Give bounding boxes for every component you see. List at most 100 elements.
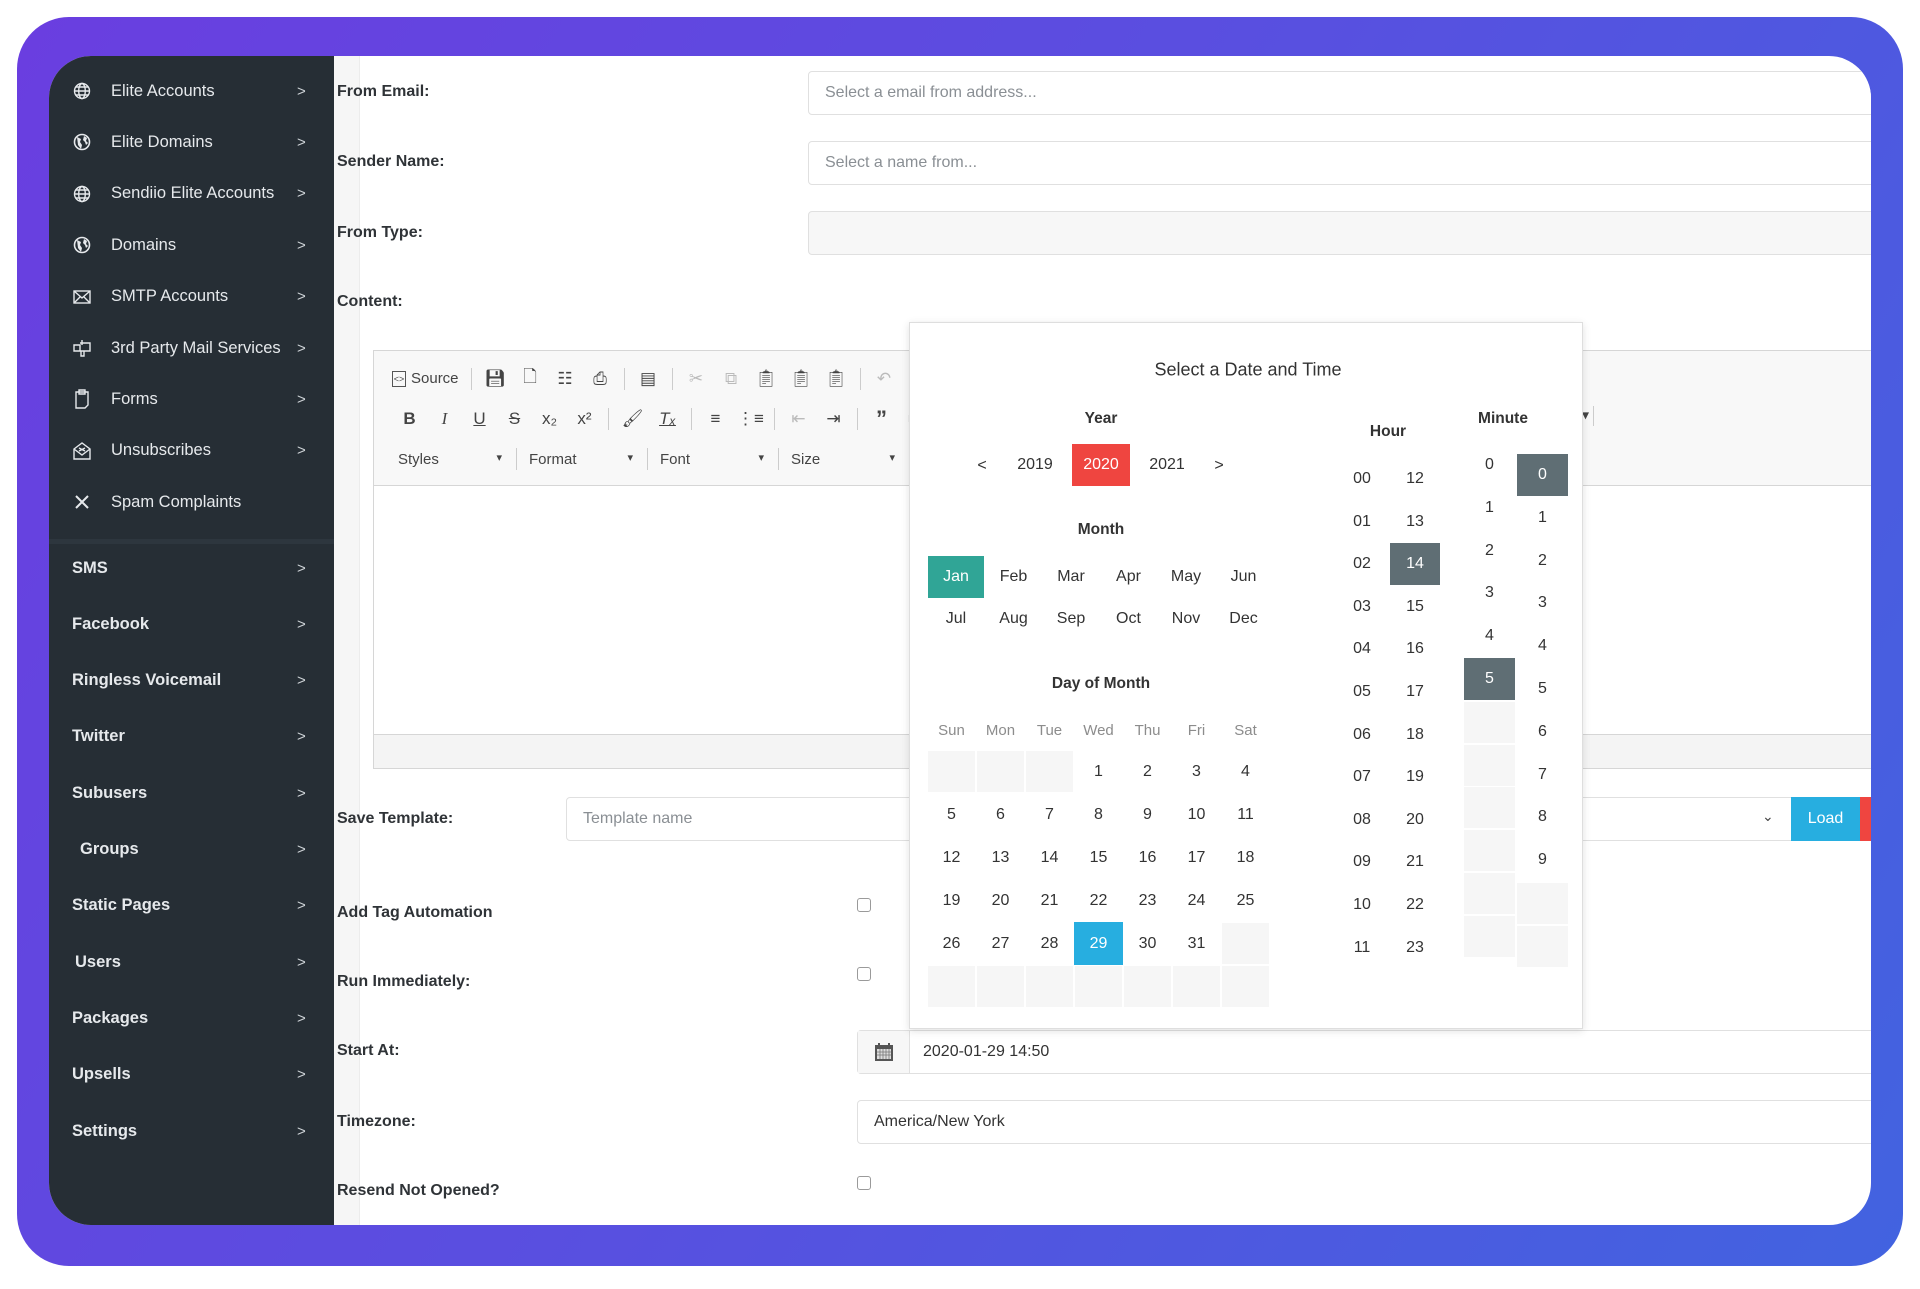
year-option-selected[interactable]: 2020	[1072, 444, 1130, 486]
day-option[interactable]: 3	[1192, 762, 1201, 780]
hour-option[interactable]: 22	[1406, 896, 1424, 913]
sidebar-item-forms[interactable]: Forms >	[49, 376, 334, 422]
sidebar-item-facebook[interactable]: Facebook >	[49, 601, 334, 647]
hour-option[interactable]: 19	[1406, 768, 1424, 786]
day-option[interactable]: 6	[996, 805, 1005, 823]
paste-text-icon[interactable]: 📋︎	[790, 368, 812, 388]
blockquote-icon[interactable]: ”	[876, 406, 887, 431]
remove-format-icon[interactable]: Tₓ	[659, 409, 676, 428]
sidebar-item-elite-domains[interactable]: Elite Domains >	[49, 119, 334, 165]
bold-icon[interactable]: B	[403, 409, 416, 428]
paste-icon[interactable]: 📋︎	[755, 368, 777, 388]
day-option[interactable]: 22	[1089, 891, 1108, 909]
month-option[interactable]: May	[1170, 568, 1202, 585]
preview-icon[interactable]: ☷	[557, 368, 573, 388]
hour-option[interactable]: 16	[1406, 640, 1424, 658]
sidebar-item-domains[interactable]: Domains >	[49, 222, 334, 268]
month-option[interactable]: Feb	[999, 568, 1028, 585]
day-option[interactable]: 13	[991, 848, 1010, 866]
hour-option[interactable]: 01	[1353, 512, 1371, 530]
load-template-button[interactable]: Load	[1791, 797, 1860, 841]
new-page-icon[interactable]: 🗋︎	[523, 367, 537, 386]
sidebar-item-groups[interactable]: Groups >	[49, 827, 334, 873]
minute-ones-option[interactable]: 2	[1538, 551, 1547, 569]
paste-word-icon[interactable]: 📋︎	[825, 368, 847, 388]
day-option[interactable]: 1	[1094, 762, 1103, 780]
print-icon[interactable]: ⎙	[593, 368, 607, 388]
day-option[interactable]: 5	[947, 805, 956, 823]
month-option[interactable]: Nov	[1171, 610, 1201, 627]
add-tag-automation-checkbox[interactable]	[857, 898, 871, 912]
delete-template-button[interactable]	[1860, 797, 1871, 841]
cut-icon[interactable]: ✂	[688, 368, 704, 388]
day-option[interactable]: 28	[1040, 934, 1059, 952]
minute-ones-option[interactable]: 8	[1538, 808, 1547, 826]
numbered-list-icon[interactable]: ≡	[710, 409, 721, 428]
day-option-selected[interactable]: 29	[1074, 922, 1123, 965]
hour-option[interactable]: 07	[1353, 768, 1371, 786]
minute-ones-option[interactable]: 1	[1538, 508, 1547, 526]
day-option[interactable]: 31	[1187, 934, 1206, 952]
template-select-chevron-icon[interactable]: ⌄	[1762, 808, 1774, 824]
from-type-field[interactable]	[808, 211, 1871, 255]
hour-option[interactable]: 09	[1353, 853, 1371, 871]
month-option[interactable]: Mar	[1057, 568, 1085, 585]
hour-option[interactable]: 10	[1353, 896, 1371, 913]
day-option[interactable]: 17	[1187, 848, 1206, 866]
day-option[interactable]: 2	[1143, 762, 1152, 780]
day-option[interactable]: 8	[1094, 805, 1103, 823]
toolbar-dropdown-icon[interactable]: ▾	[1582, 406, 1594, 426]
day-option[interactable]: 15	[1089, 848, 1108, 866]
hour-option[interactable]: 06	[1353, 725, 1371, 743]
sidebar-item-unsubscribes[interactable]: Unsubscribes >	[49, 428, 334, 474]
copy-icon[interactable]: ⧉	[724, 368, 738, 388]
day-option[interactable]: 23	[1138, 891, 1157, 909]
hour-option[interactable]: 18	[1406, 725, 1424, 743]
combo-font[interactable]: Font ▾	[654, 451, 772, 468]
sidebar-item-smtp-accounts[interactable]: SMTP Accounts >	[49, 274, 334, 320]
subscript-icon[interactable]: x₂	[541, 409, 558, 428]
sidebar-item-upsells[interactable]: Upsells >	[49, 1052, 334, 1098]
hour-option[interactable]: 17	[1406, 683, 1424, 700]
save-icon[interactable]: 💾︎	[484, 368, 506, 388]
minute-tens-option[interactable]: 4	[1485, 627, 1494, 645]
day-option[interactable]: 18	[1236, 848, 1255, 866]
source-button[interactable]: <> Source	[392, 370, 459, 387]
minute-ones-option[interactable]: 4	[1538, 637, 1547, 655]
hour-option[interactable]: 21	[1406, 853, 1424, 871]
month-option[interactable]: Aug	[999, 610, 1028, 627]
day-option[interactable]: 19	[942, 891, 961, 909]
minute-tens-option[interactable]: 1	[1485, 498, 1494, 516]
sidebar-item-elite-accounts[interactable]: Elite Accounts >	[49, 68, 334, 114]
hour-option[interactable]: 00	[1353, 470, 1371, 487]
month-option-selected[interactable]: Jan	[928, 556, 984, 598]
day-option[interactable]: 24	[1187, 891, 1206, 909]
day-option[interactable]: 7	[1045, 805, 1054, 823]
combo-format[interactable]: Format ▾	[523, 451, 641, 468]
timezone-select[interactable]: America/New York	[857, 1100, 1871, 1144]
month-option[interactable]: Sep	[1056, 610, 1086, 627]
hour-option[interactable]: 15	[1406, 597, 1424, 615]
hour-option[interactable]: 12	[1406, 470, 1424, 487]
minute-ones-selected[interactable]: 0	[1517, 454, 1568, 496]
year-option[interactable]: 2019	[1017, 456, 1053, 473]
underline-icon[interactable]: U	[473, 409, 486, 428]
month-option[interactable]: Apr	[1116, 568, 1141, 585]
day-option[interactable]: 4	[1241, 762, 1250, 780]
day-option[interactable]: 9	[1143, 805, 1152, 823]
outdent-icon[interactable]: ⇤	[791, 409, 806, 428]
hour-option[interactable]: 13	[1406, 512, 1424, 530]
copy-format-icon[interactable]: 🖌︎	[621, 409, 644, 428]
templates-icon[interactable]: ▤	[640, 368, 657, 388]
sidebar-item-sendiio-elite-accounts[interactable]: Sendiio Elite Accounts >	[49, 171, 334, 217]
combo-styles[interactable]: Styles ▾	[392, 451, 510, 468]
minute-ones-option[interactable]: 5	[1538, 680, 1547, 697]
day-option[interactable]: 26	[942, 934, 961, 952]
undo-icon[interactable]: ↶	[876, 368, 892, 388]
sidebar-item-subusers[interactable]: Subusers >	[49, 770, 334, 816]
hour-option[interactable]: 08	[1353, 810, 1371, 828]
day-option[interactable]: 27	[991, 934, 1010, 952]
sidebar-item-ringless-voicemail[interactable]: Ringless Voicemail >	[49, 658, 334, 704]
start-at-input[interactable]: 2020-01-29 14:50	[857, 1030, 1871, 1074]
hour-option[interactable]: 02	[1353, 555, 1371, 573]
